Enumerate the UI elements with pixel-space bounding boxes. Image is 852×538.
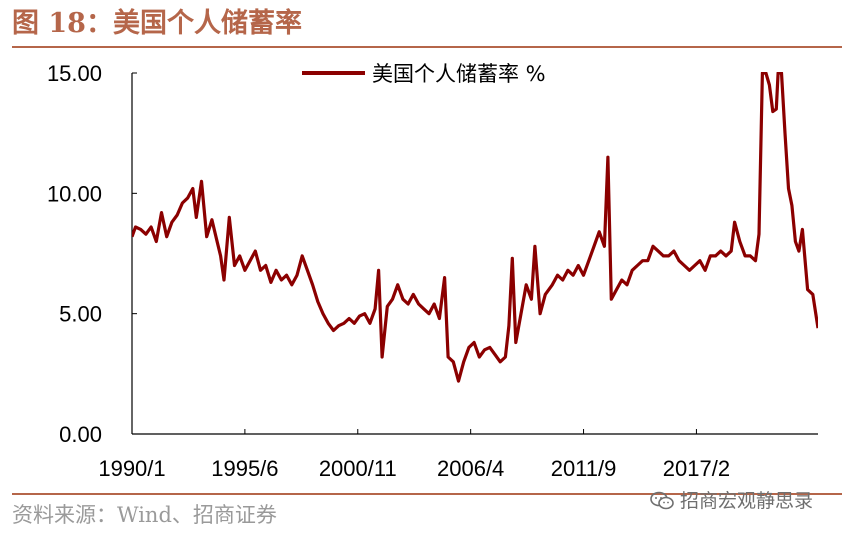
wechat-icon — [650, 491, 674, 510]
watermark-text: 招商宏观静思录 — [680, 490, 814, 512]
x-tick-label: 2011/9 — [551, 456, 617, 481]
series-line — [132, 72, 818, 383]
x-tick-label: 2006/4 — [437, 456, 504, 481]
x-tick-label: 1995/6 — [211, 456, 278, 481]
legend: 美国个人储蓄率 % — [302, 62, 546, 86]
source-note: 资料来源：Wind、招商证券 — [12, 503, 277, 527]
y-tick-label: 10.00 — [47, 181, 102, 206]
source-divider — [12, 493, 842, 495]
series-layer — [132, 72, 818, 383]
x-tick-label: 2017/2 — [663, 456, 730, 481]
y-tick-label: 0.00 — [59, 422, 102, 447]
chart-title: 图 18：美国个人储蓄率 — [12, 8, 302, 39]
title-divider — [12, 46, 842, 48]
y-tick-label: 15.00 — [47, 61, 102, 86]
watermark: 招商宏观静思录 — [650, 486, 813, 516]
legend-label: 美国个人储蓄率 % — [372, 62, 546, 86]
x-tick-label: 2000/11 — [319, 456, 397, 481]
chart-axes: 0.00 5.00 10.00 15.00 1990/1 1995/6 2000/11 200… — [47, 61, 818, 481]
x-tick-label: 1990/1 — [98, 456, 165, 481]
y-tick-label: 5.00 — [59, 302, 102, 327]
